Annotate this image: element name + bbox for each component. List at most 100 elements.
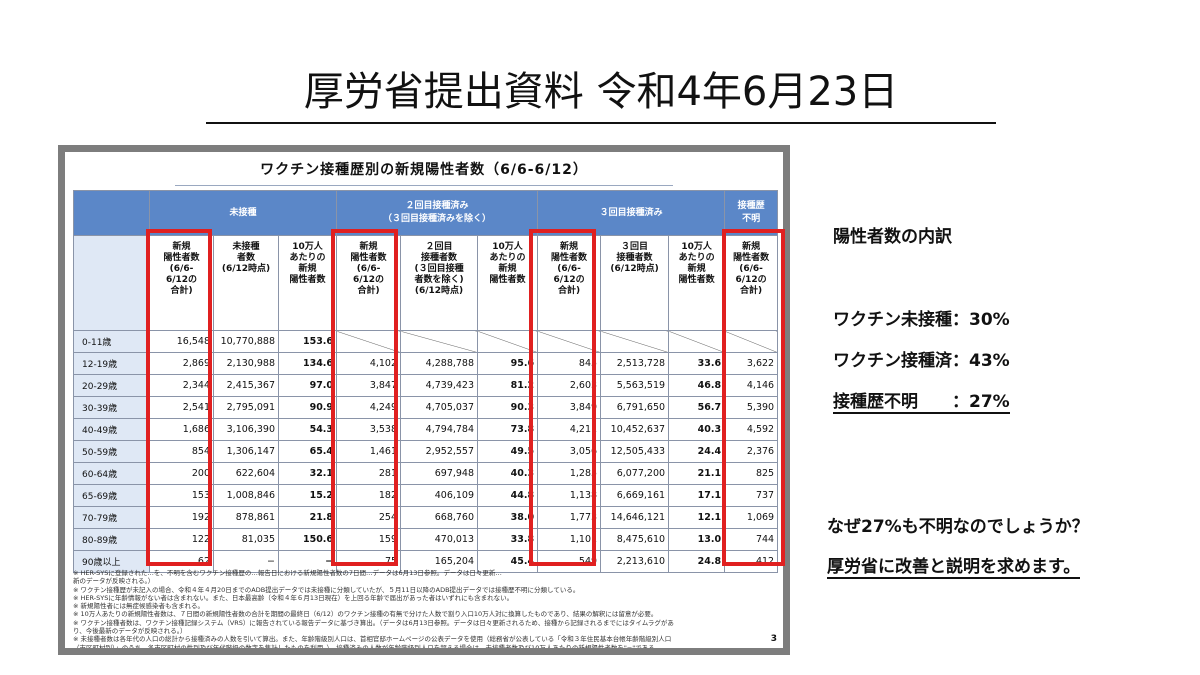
table-row: 30-39歳 2,541 2,795,091 90.9 4,249 4,705,037 90… [73, 396, 779, 419]
table-cell: 21.1 [668, 462, 726, 485]
footnote-line: ※ HER-SYSに年齢情報がない者は含まれない。また、日本最高齢（令和４年６月… [73, 593, 514, 602]
footnote-line: り、今後最新のデータが反映される。） [73, 627, 187, 636]
age-label: 30-39歳 [73, 396, 150, 419]
group-header: ３回目接種済み [537, 190, 726, 236]
table-cell: 65.4 [277, 440, 338, 463]
table-cell [400, 330, 479, 353]
table-row: 90歳以上 62− −75 165,204 45.4 549 2,213,610 24.8 41… [73, 550, 779, 573]
table-cell: 878,861 [213, 506, 279, 529]
group-header: ２回目接種済み （３回目接種済みを除く） [336, 190, 539, 236]
table-cell: 2,130,988 [213, 352, 279, 375]
age-label: 70-79歳 [73, 506, 150, 529]
table-cell: 73.8 [477, 418, 539, 441]
column-subheader: 新規 陽性者数 (6/6- 6/12の 合計) [149, 235, 214, 331]
age-label: 0-11歳 [73, 330, 150, 353]
column-subheader: ３回目 接種者数 (6/12時点) [600, 235, 670, 331]
table-cell: 54.3 [277, 418, 338, 441]
column-subheader: ２回目 接種者数 (３回目接種 者数を除く) (6/12時点) [400, 235, 479, 331]
table-row: 0-11歳 16,548 10,770,888 153.6 [73, 330, 779, 353]
column-subheader: 新規 陽性者数 (6/6- 6/12の 合計) [537, 235, 602, 331]
subheader-corner [73, 235, 150, 331]
page-number: 3 [770, 634, 777, 644]
table-cell: 12.1 [668, 506, 726, 529]
table-cell: 549 [537, 550, 602, 573]
table-cell: 56.7 [668, 396, 726, 419]
table-row: 65-69歳 153 1,008,846 15.2 182 406,109 44.8 1,13… [73, 484, 779, 507]
table-cell: 13.0 [668, 528, 726, 551]
footnote-line: 新のデータが反映される。） [73, 577, 155, 586]
table-cell: 406,109 [400, 484, 479, 507]
slide-title: 厚労省提出資料 令和4年6月23日 [303, 69, 899, 115]
footnote-line: ※ HER-SYSに登録された…を、不明を含むワクチン接種歴の…報告日における新… [73, 569, 502, 577]
table-row: 20-29歳 2,344 2,415,367 97.0 3,847 4,739,423 81… [73, 374, 779, 397]
table-cell: 470,013 [400, 528, 479, 551]
table-cell: 6,791,650 [600, 396, 670, 419]
document-page: ワクチン接種歴別の新規陽性者数（6/6-6/12） 未接種 ２回目接種済み （３… [65, 152, 783, 648]
group-header: 接種歴 不明 [724, 190, 779, 236]
table-row: 12-19歳 2,869 2,130,988 134.6 4,102 4,288,788 9… [73, 352, 779, 375]
table-cell: 2,795,091 [213, 396, 279, 419]
footnote-line: ※ 未接種者数は各年代の人口の総計から接種済みの人数を引いて算出。また、年齢階級… [73, 635, 672, 644]
breakdown-vaccinated: ワクチン接種済：43% [833, 351, 1010, 371]
table-cell: 81,035 [213, 528, 279, 551]
age-label: 50-59歳 [73, 440, 150, 463]
highlight-unknown-cases [722, 229, 785, 566]
highlight-3dose-cases [529, 229, 596, 566]
table-cell: 90.9 [277, 396, 338, 419]
highlight-2dose-cases [331, 229, 398, 566]
table-cell: 6,077,200 [600, 462, 670, 485]
column-subheader: 未接種 者数 (6/12時点) [213, 235, 279, 331]
title-underline [206, 122, 996, 124]
table-cell: 3,106,390 [213, 418, 279, 441]
table-cell: 697,948 [400, 462, 479, 485]
table-cell: 4,288,788 [400, 352, 479, 375]
footnote-line: （市区町村別）」のうち、各市区町村の性別及び年代階級の数字を集計したものを利用。… [73, 643, 662, 648]
column-subheader: 新規 陽性者数 (6/6- 6/12の 合計) [336, 235, 402, 331]
breakdown-unvaccinated: ワクチン未接種：30% [833, 310, 1010, 330]
table-cell: 668,760 [400, 506, 479, 529]
table-cell: 24.4 [668, 440, 726, 463]
breakdown-unknown: 接種歴不明 ：27% [833, 387, 1010, 414]
table-cell: 12,505,433 [600, 440, 670, 463]
table-cell: 17.1 [668, 484, 726, 507]
vaccination-table: 未接種 ２回目接種済み （３回目接種済みを除く） ３回目接種済み 接種歴 不明 … [73, 190, 779, 573]
table-cell: 10,770,888 [213, 330, 279, 353]
column-subheader: 10万人 あたりの 新規 陽性者数 [277, 235, 338, 331]
table-cell: 46.8 [668, 374, 726, 397]
table-cell: 45.4 [477, 550, 539, 573]
table-row: 80-89歳 122 81,035 150.6 159 470,013 33.8 1,101 8… [73, 528, 779, 551]
table-cell: 15.2 [277, 484, 338, 507]
table-cell: 4,794,784 [400, 418, 479, 441]
table-cell: 21.8 [277, 506, 338, 529]
document-title-underline [175, 185, 673, 186]
table-cell: 2,513,728 [600, 352, 670, 375]
table-cell: 8,475,610 [600, 528, 670, 551]
table-cell: 4,705,037 [400, 396, 479, 419]
footnote-line: ※ ワクチン接種者数は、ワクチン接種記録システム（VRS）に報告されている報告デ… [73, 618, 674, 627]
table-cell: − [277, 550, 338, 573]
age-label: 65-69歳 [73, 484, 150, 507]
table-cell [668, 330, 726, 353]
table-cell: 1,008,846 [213, 484, 279, 507]
footnote-line: ※ ワクチン接種歴が未記入の場合、令和４年４月20日までのADB提出データでは未… [73, 585, 580, 594]
table-cell: 75 [336, 550, 402, 573]
column-subheader: 10万人 あたりの 新規 陽性者数 [668, 235, 726, 331]
header-corner [73, 190, 150, 236]
table-cell: 33.6 [668, 352, 726, 375]
table-cell: 153.6 [277, 330, 338, 353]
age-label: 20-29歳 [73, 374, 150, 397]
group-header: 未接種 [148, 190, 338, 236]
table-cell: 2,952,557 [400, 440, 479, 463]
footnote-line: ※ 新規陽性者には無症候感染者も含まれる。 [73, 602, 205, 611]
table-cell [600, 330, 670, 353]
table-cell: 150.6 [277, 528, 338, 551]
highlight-unvaccinated-cases [146, 229, 212, 566]
request-text: 厚労省に改善と説明を求めます。 [827, 552, 1081, 579]
footnote-line: ※ 10万人あたりの新規陽性者数は、７日間の新規陽性者数の合計を期間の最終日（6… [73, 610, 658, 619]
breakdown-heading: 陽性者数の内訳 [833, 227, 952, 247]
table-cell: 40.3 [668, 418, 726, 441]
table-cell: 2,415,367 [213, 374, 279, 397]
table-cell: 32.1 [277, 462, 338, 485]
age-label: 90歳以上 [73, 550, 150, 573]
footnotes: ※ HER-SYSに登録された…を、不明を含むワクチン接種歴の…報告日における新… [73, 569, 777, 648]
